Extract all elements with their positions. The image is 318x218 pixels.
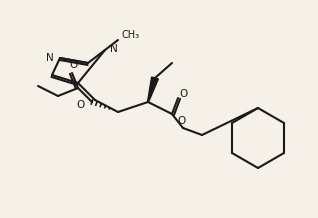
- Text: O: O: [177, 116, 185, 126]
- Text: O: O: [179, 89, 187, 99]
- Text: O: O: [77, 100, 85, 110]
- Text: N: N: [110, 44, 118, 54]
- Text: CH₃: CH₃: [121, 30, 139, 40]
- Text: O: O: [69, 60, 77, 70]
- Polygon shape: [148, 77, 158, 102]
- Text: N: N: [46, 53, 54, 63]
